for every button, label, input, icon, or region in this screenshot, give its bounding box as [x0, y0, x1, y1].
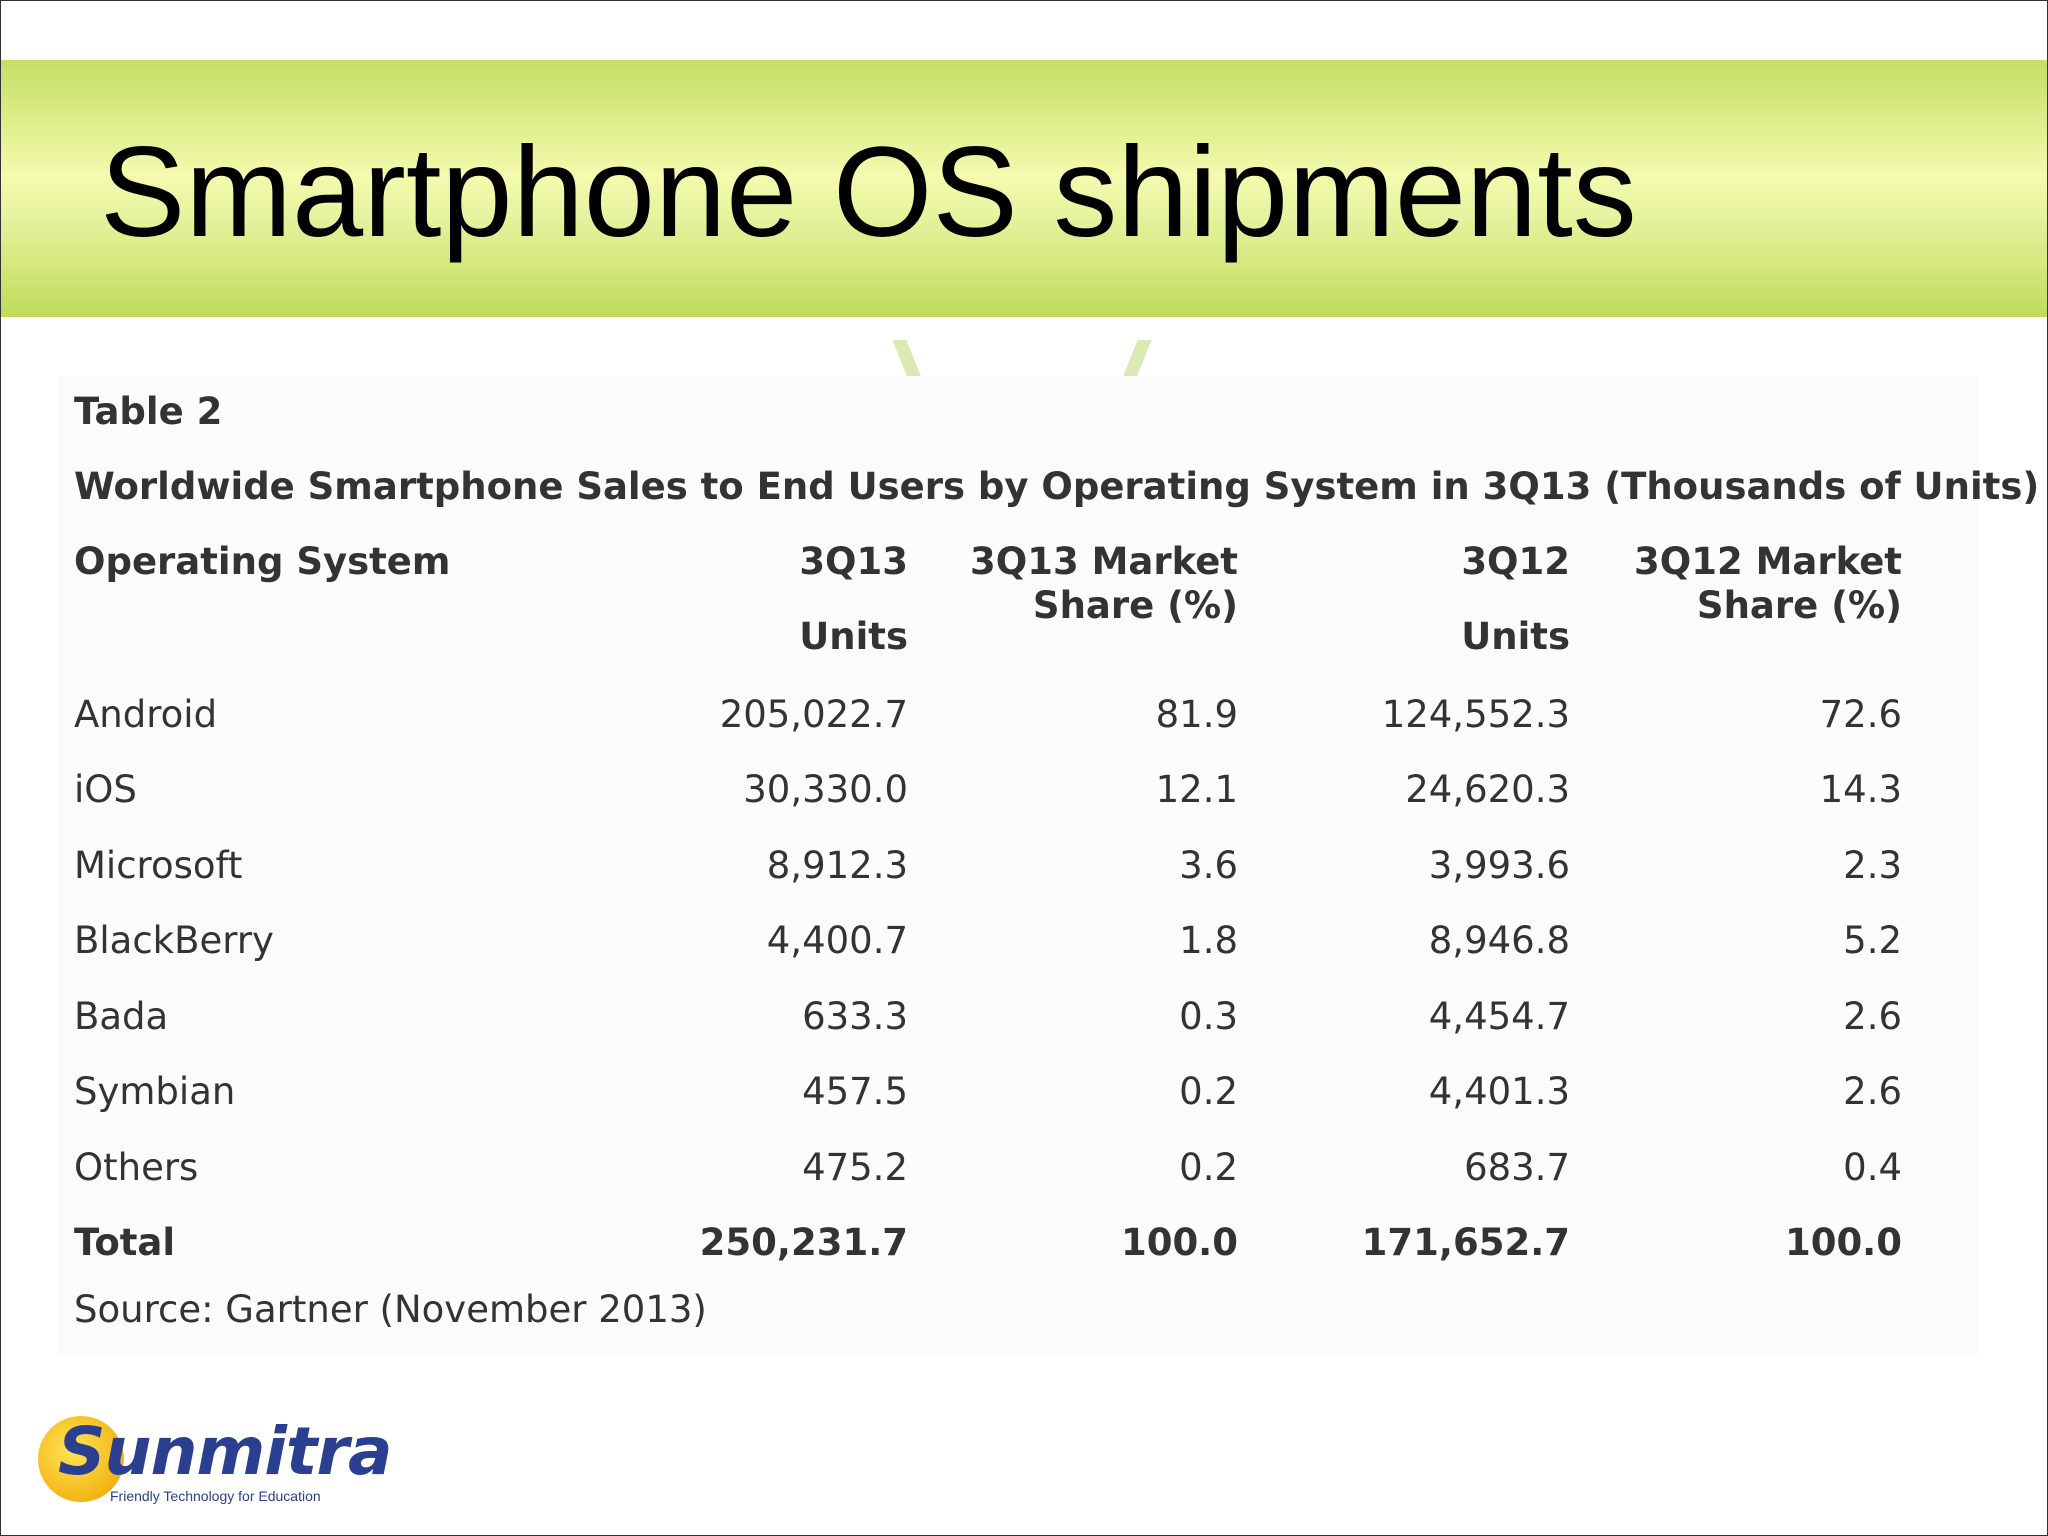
cell-3q13-units: 250,231.7 [699, 1221, 908, 1264]
cell-3q13-units: 633.3 [802, 995, 908, 1038]
header-3q13-units-line2: Units [799, 615, 908, 658]
header-3q12-units-line2: Units [1461, 615, 1570, 658]
header-3q13-units-line1: 3Q13 [799, 540, 908, 583]
cell-3q13-share: 100.0 [1120, 1221, 1238, 1264]
cell-3q12-share: 14.3 [1819, 768, 1902, 811]
slide-title: Smartphone OS shipments [100, 121, 1637, 264]
cell-3q13-share: 3.6 [1179, 844, 1238, 887]
sunmitra-logo: Sunmitra Friendly Technology for Educati… [38, 1410, 393, 1510]
cell-3q13-units: 205,022.7 [719, 693, 908, 736]
cell-3q13-share: 0.3 [1179, 995, 1238, 1038]
table-label: Table 2 [74, 390, 223, 433]
cell-3q12-share: 100.0 [1784, 1221, 1902, 1264]
cell-os: Others [74, 1146, 199, 1189]
header-3q13-share-line1: 3Q13 Market [970, 540, 1238, 583]
cell-os: Android [74, 693, 218, 736]
header-operating-system: Operating System [74, 540, 450, 584]
table-row: Bada 633.3 0.3 4,454.7 2.6 [58, 987, 1978, 1047]
header-3q13-units: 3Q13 Units [799, 540, 908, 659]
cell-3q13-units: 457.5 [802, 1070, 908, 1113]
table-caption: Worldwide Smartphone Sales to End Users … [74, 465, 2040, 508]
cell-3q13-share: 12.1 [1155, 768, 1238, 811]
cell-os: iOS [74, 768, 137, 811]
cell-3q13-share: 0.2 [1179, 1146, 1238, 1189]
table-source: Source: Gartner (November 2013) [74, 1288, 707, 1331]
cell-3q13-units: 30,330.0 [743, 768, 908, 811]
cell-3q13-share: 0.2 [1179, 1070, 1238, 1113]
cell-3q12-units: 124,552.3 [1381, 693, 1570, 736]
table-row: Android 205,022.7 81.9 124,552.3 72.6 [58, 685, 1978, 745]
table-row-total: Total 250,231.7 100.0 171,652.7 100.0 [58, 1213, 1978, 1273]
table-row: iOS 30,330.0 12.1 24,620.3 14.3 [58, 760, 1978, 820]
cell-3q12-units: 24,620.3 [1405, 768, 1570, 811]
cell-3q12-share: 2.6 [1843, 1070, 1902, 1113]
sun-icon [38, 1416, 124, 1502]
table-row: Others 475.2 0.2 683.7 0.4 [58, 1138, 1978, 1198]
cell-3q12-units: 171,652.7 [1361, 1221, 1570, 1264]
cell-os: Symbian [74, 1070, 236, 1113]
cell-3q13-units: 8,912.3 [766, 844, 908, 887]
header-3q13-share: 3Q13 Market Share (%) [970, 540, 1238, 628]
header-3q13-share-line2: Share (%) [1032, 584, 1238, 627]
table-row: Symbian 457.5 0.2 4,401.3 2.6 [58, 1062, 1978, 1122]
cell-os: Total [74, 1221, 176, 1264]
header-os-label: Operating System [74, 540, 451, 583]
cell-3q12-share: 0.4 [1843, 1146, 1902, 1189]
cell-os: Microsoft [74, 844, 243, 887]
cell-3q12-share: 2.6 [1843, 995, 1902, 1038]
cell-3q12-share: 5.2 [1843, 919, 1902, 962]
header-3q12-units-line1: 3Q12 [1461, 540, 1570, 583]
header-3q12-share-line2: Share (%) [1696, 584, 1902, 627]
logo-tagline: Friendly Technology for Education [110, 1488, 321, 1504]
cell-3q12-units: 4,454.7 [1428, 995, 1570, 1038]
header-3q12-share: 3Q12 Market Share (%) [1634, 540, 1902, 628]
table-row: BlackBerry 4,400.7 1.8 8,946.8 5.2 [58, 911, 1978, 971]
cell-os: Bada [74, 995, 169, 1038]
cell-3q12-units: 3,993.6 [1428, 844, 1570, 887]
cell-3q12-units: 8,946.8 [1428, 919, 1570, 962]
cell-3q13-units: 475.2 [802, 1146, 908, 1189]
cell-3q13-units: 4,400.7 [766, 919, 908, 962]
cell-3q12-share: 2.3 [1843, 844, 1902, 887]
cell-3q13-share: 1.8 [1179, 919, 1238, 962]
header-3q12-share-line1: 3Q12 Market [1634, 540, 1902, 583]
cell-3q13-share: 81.9 [1155, 693, 1238, 736]
title-band [1, 60, 2047, 317]
cell-3q12-share: 72.6 [1819, 693, 1902, 736]
cell-3q12-units: 4,401.3 [1428, 1070, 1570, 1113]
header-3q12-units: 3Q12 Units [1461, 540, 1570, 659]
cell-3q12-units: 683.7 [1464, 1146, 1570, 1189]
logo-wordmark: Sunmitra [58, 1413, 393, 1490]
table-row: Microsoft 8,912.3 3.6 3,993.6 2.3 [58, 836, 1978, 896]
cell-os: BlackBerry [74, 919, 274, 962]
sales-table: Table 2 Worldwide Smartphone Sales to En… [58, 376, 2039, 1356]
